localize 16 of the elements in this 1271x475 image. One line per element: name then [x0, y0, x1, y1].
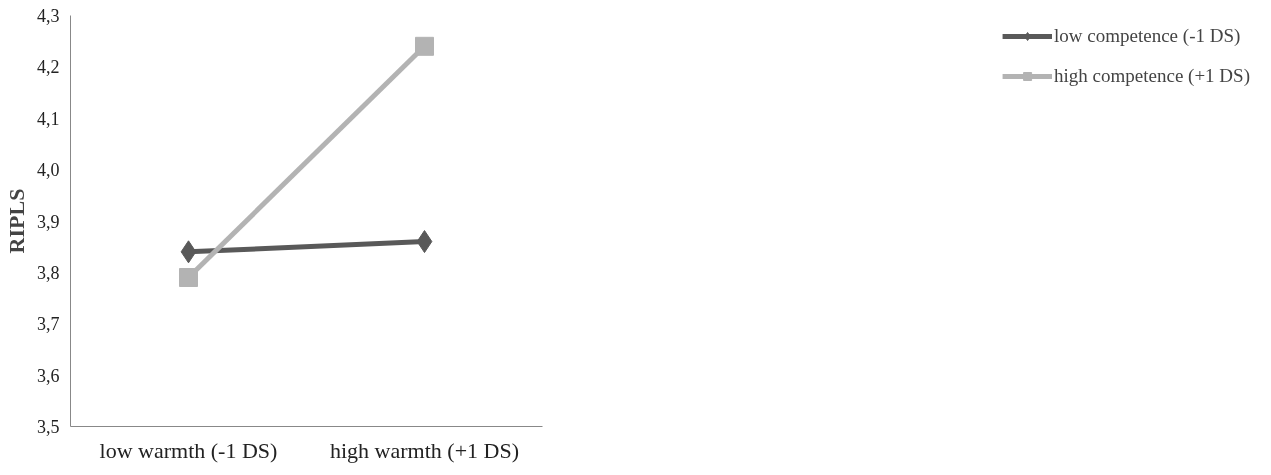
point: [179, 268, 198, 288]
y-axis-title: RIPLS: [4, 188, 29, 254]
y-tick-label: 4,3: [37, 6, 60, 26]
y-tick-label: 3,5: [37, 417, 60, 437]
y-tick-label: 4,1: [37, 108, 60, 129]
y-tick-label: 4,2: [37, 57, 60, 78]
y-tick-label: 3,6: [37, 365, 60, 386]
legend-label: high competence (+1 DS): [1054, 65, 1250, 87]
legend-label: low competence (-1 DS): [1054, 25, 1241, 47]
point: [415, 36, 434, 56]
y-tick-label: 4,0: [37, 160, 60, 181]
x-tick-label: high warmth (+1 DS): [330, 437, 519, 463]
y-tick-label: 3,9: [37, 211, 60, 232]
y-tick-label: 3,8: [37, 262, 60, 283]
y-tick-label: 3,7: [37, 314, 60, 335]
x-tick-label: low warmth (-1 DS): [99, 437, 278, 463]
